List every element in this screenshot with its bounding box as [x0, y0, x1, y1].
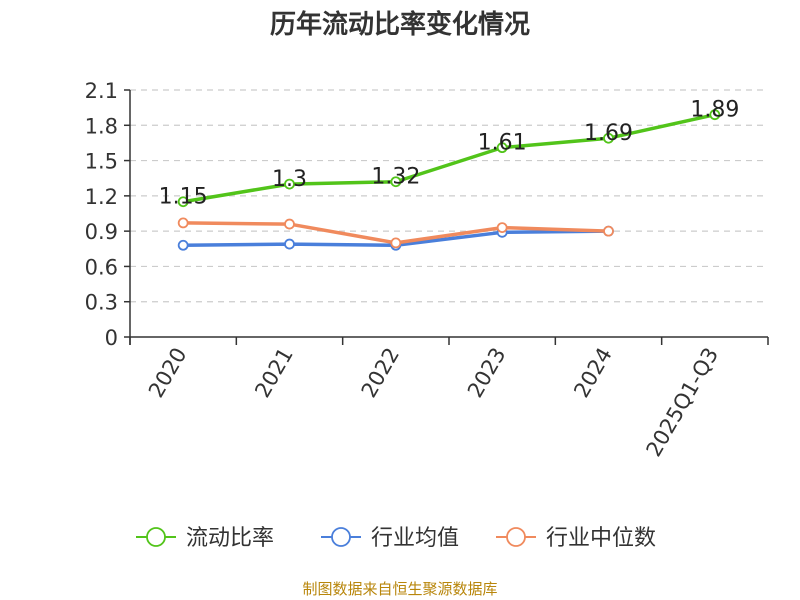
legend-item[interactable]: 流动比率: [136, 526, 274, 551]
data-label: 1.3: [272, 167, 307, 192]
x-tick-label: 2022: [357, 344, 405, 402]
legend-label: 行业中位数: [546, 526, 656, 551]
data-point: [284, 238, 295, 250]
data-point: [177, 196, 189, 208]
data-point: [177, 239, 189, 251]
x-tick-label: 2023: [463, 343, 511, 401]
data-label: 1.89: [690, 98, 739, 123]
data-label: 1.69: [584, 121, 633, 146]
y-tick-label: 0.9: [85, 220, 118, 244]
chart-title: 历年流动比率变化情况: [269, 10, 530, 40]
y-tick-label: 2.1: [85, 79, 118, 103]
y-tick-label: 0.3: [85, 291, 118, 315]
source-note: 制图数据来自恒生聚源数据库: [302, 580, 498, 598]
legend-label: 流动比率: [186, 526, 274, 551]
series-line: [181, 112, 717, 204]
data-label: 1.32: [371, 165, 420, 190]
data-labels: 1.15 1.3 1.32 1.61 1.69 1.89: [159, 98, 740, 210]
legend-swatch-marker: [146, 527, 166, 547]
series-lines: [177, 109, 721, 251]
data-point: [496, 222, 508, 234]
y-tick-label: 1.8: [85, 114, 118, 138]
data-point: [390, 237, 402, 249]
data-point: [177, 217, 189, 229]
legend[interactable]: 流动比率 行业均值 行业中位数: [136, 526, 656, 551]
legend-label: 行业均值: [371, 526, 459, 551]
legend-item[interactable]: 行业中位数: [496, 526, 656, 551]
x-tick-label: 2020: [144, 344, 192, 402]
axes: 0 0.3 0.6 0.9 1.2 1.5 1.8 2.1 2020 2021 2022 2023 20…: [85, 79, 769, 461]
x-tick-label: 2021: [250, 344, 298, 402]
y-tick-label: 0.6: [85, 255, 118, 279]
y-tick-label: 1.2: [85, 185, 118, 209]
legend-item[interactable]: 行业均值: [321, 526, 459, 551]
x-tick-label: 2024: [569, 344, 617, 402]
data-point: [496, 142, 508, 154]
legend-swatch-marker: [331, 527, 351, 547]
data-label: 1.15: [159, 185, 208, 210]
data-label: 1.61: [478, 131, 527, 156]
data-point: [284, 218, 295, 230]
y-tick-label: 0: [105, 326, 118, 350]
data-point: [603, 225, 614, 237]
x-tick-label: 2025Q1-Q3: [642, 344, 724, 461]
data-point: [284, 178, 295, 190]
data-point: [709, 109, 721, 121]
grid-lines: [130, 89, 768, 303]
legend-swatch-marker: [506, 527, 526, 547]
y-tick-label: 1.5: [85, 150, 118, 174]
data-point: [603, 132, 614, 144]
data-point: [390, 176, 402, 188]
